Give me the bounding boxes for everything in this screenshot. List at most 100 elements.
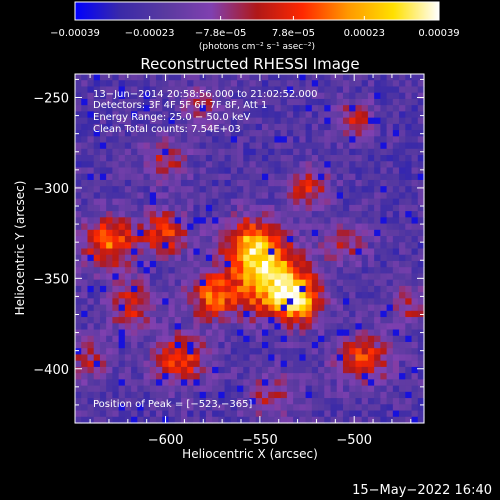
- heatmap-cell: [386, 92, 394, 100]
- heatmap-cell: [299, 379, 307, 387]
- heatmap-cell: [349, 148, 357, 156]
- heatmap-cell: [361, 74, 369, 81]
- heatmap-cell: [212, 260, 219, 268]
- heatmap-cell: [405, 80, 413, 88]
- heatmap-cell: [162, 348, 170, 356]
- heatmap-cell: [168, 130, 176, 137]
- heatmap-cell: [249, 204, 257, 212]
- heatmap-cell: [311, 74, 319, 81]
- heatmap-cell: [168, 74, 176, 81]
- heatmap-cell: [156, 179, 163, 187]
- heatmap-cell: [237, 167, 244, 175]
- heatmap-cell: [243, 136, 251, 144]
- heatmap-cell: [336, 404, 344, 412]
- heatmap-cell: [268, 310, 276, 318]
- heatmap-cell: [106, 142, 113, 150]
- heatmap-cell: [330, 335, 338, 343]
- heatmap-cell: [261, 186, 269, 194]
- heatmap-cell: [143, 254, 151, 262]
- heatmap-cell: [399, 354, 406, 362]
- heatmap-cell: [261, 310, 269, 318]
- heatmap-cell: [87, 329, 95, 337]
- heatmap-cell: [124, 236, 132, 243]
- heatmap-cell: [349, 98, 357, 106]
- heatmap-cell: [274, 98, 282, 106]
- heatmap-cell: [174, 354, 182, 362]
- heatmap-cell: [118, 217, 126, 225]
- heatmap-cell: [230, 292, 238, 299]
- heatmap-cell: [330, 348, 338, 356]
- heatmap-cell: [75, 92, 82, 100]
- heatmap-cell: [349, 204, 357, 212]
- heatmap-cell: [355, 211, 363, 218]
- heatmap-cell: [305, 348, 313, 356]
- heatmap-cell: [143, 304, 151, 312]
- heatmap-cell: [261, 379, 269, 387]
- heatmap-cell: [243, 416, 251, 424]
- heatmap-cell: [224, 285, 232, 293]
- heatmap-cell: [243, 348, 251, 356]
- heatmap-cell: [118, 323, 126, 331]
- heatmap-cell: [156, 279, 163, 287]
- heatmap-cell: [224, 98, 232, 106]
- heatmap-cell: [249, 398, 257, 405]
- heatmap-cell: [118, 335, 126, 343]
- heatmap-cell: [324, 105, 332, 112]
- heatmap-cell: [187, 360, 195, 368]
- heatmap-cell: [193, 260, 201, 268]
- heatmap-cell: [399, 267, 406, 275]
- heatmap-cell: [137, 192, 145, 200]
- heatmap-cell: [75, 292, 82, 299]
- heatmap-cell: [268, 198, 276, 206]
- heatmap-cell: [243, 304, 251, 312]
- heatmap-cell: [156, 404, 163, 412]
- heatmap-cell: [112, 254, 120, 262]
- heatmap-cell: [330, 117, 338, 125]
- heatmap-cell: [212, 404, 219, 412]
- heatmap-cell: [174, 217, 182, 225]
- heatmap-cell: [112, 229, 120, 237]
- heatmap-cell: [411, 373, 419, 380]
- heatmap-cell: [112, 74, 120, 81]
- heatmap-cell: [156, 285, 163, 293]
- heatmap-cell: [224, 416, 232, 424]
- heatmap-cell: [336, 292, 344, 299]
- heatmap-cell: [224, 198, 232, 206]
- heatmap-cell: [374, 304, 381, 312]
- heatmap-cell: [386, 360, 394, 368]
- heatmap-cell: [168, 304, 176, 312]
- heatmap-cell: [336, 161, 344, 169]
- heatmap-cell: [318, 223, 325, 231]
- heatmap-cell: [305, 323, 313, 331]
- heatmap-cell: [156, 217, 163, 225]
- heatmap-cell: [280, 92, 288, 100]
- heatmap-cell: [180, 161, 188, 169]
- heatmap-cell: [274, 292, 282, 299]
- heatmap-cell: [361, 92, 369, 100]
- heatmap-cell: [118, 223, 126, 231]
- heatmap-cell: [299, 298, 307, 306]
- heatmap-cell: [280, 323, 288, 331]
- heatmap-cell: [243, 92, 251, 100]
- heatmap-cell: [305, 391, 313, 399]
- heatmap-cell: [261, 292, 269, 299]
- heatmap-cell: [299, 80, 307, 88]
- heatmap-cell: [305, 192, 313, 200]
- heatmap-cell: [274, 223, 282, 231]
- heatmap-cell: [75, 260, 82, 268]
- heatmap-cell: [137, 105, 145, 112]
- heatmap-cell: [193, 360, 201, 368]
- heatmap-cell: [342, 254, 350, 262]
- heatmap-cell: [268, 192, 276, 200]
- heatmap-cell: [93, 136, 101, 144]
- heatmap-cell: [374, 292, 381, 299]
- heatmap-cell: [399, 329, 406, 337]
- heatmap-cell: [193, 211, 201, 218]
- heatmap-cell: [330, 260, 338, 268]
- heatmap-cell: [93, 260, 101, 268]
- heatmap-cell: [156, 298, 163, 306]
- heatmap-cell: [224, 248, 232, 256]
- heatmap-cell: [137, 173, 145, 181]
- heatmap-cell: [399, 304, 406, 312]
- heatmap-cell: [224, 373, 232, 380]
